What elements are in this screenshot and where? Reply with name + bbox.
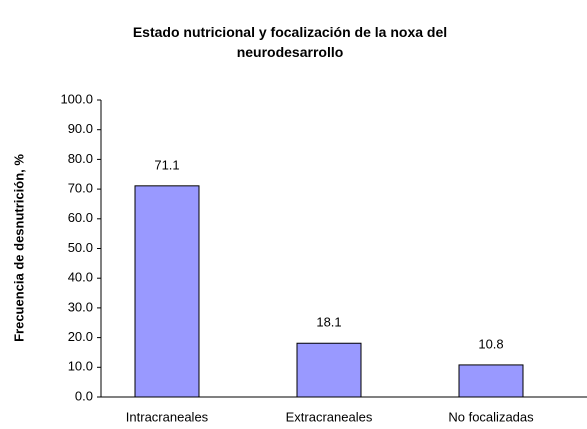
- y-tick-label: 100.0: [60, 91, 93, 106]
- x-tick-label: No focalizadas: [448, 409, 534, 424]
- chart-title: Estado nutricional y focalización de la …: [132, 24, 448, 60]
- data-label: 18.1: [316, 315, 341, 330]
- y-tick-label: 80.0: [68, 151, 93, 166]
- y-axis-label: Frecuencia de desnutrición, %: [11, 154, 26, 342]
- data-label: 71.1: [154, 157, 179, 172]
- y-tick-label: 70.0: [68, 181, 93, 196]
- y-tick-label: 0.0: [75, 388, 93, 403]
- y-tick-label: 30.0: [68, 299, 93, 314]
- bar: [296, 342, 362, 398]
- bar: [134, 185, 200, 398]
- y-tick-label: 90.0: [68, 121, 93, 136]
- x-tick-label: Intracraneales: [126, 409, 209, 424]
- y-tick-label: 10.0: [68, 359, 93, 374]
- y-tick-label: 40.0: [68, 270, 93, 285]
- bar: [458, 364, 524, 398]
- data-label: 10.8: [478, 336, 503, 351]
- y-tick-label: 60.0: [68, 210, 93, 225]
- y-tick-label: 50.0: [68, 240, 93, 255]
- y-tick-label: 20.0: [68, 329, 93, 344]
- x-tick-label: Extracraneales: [286, 409, 373, 424]
